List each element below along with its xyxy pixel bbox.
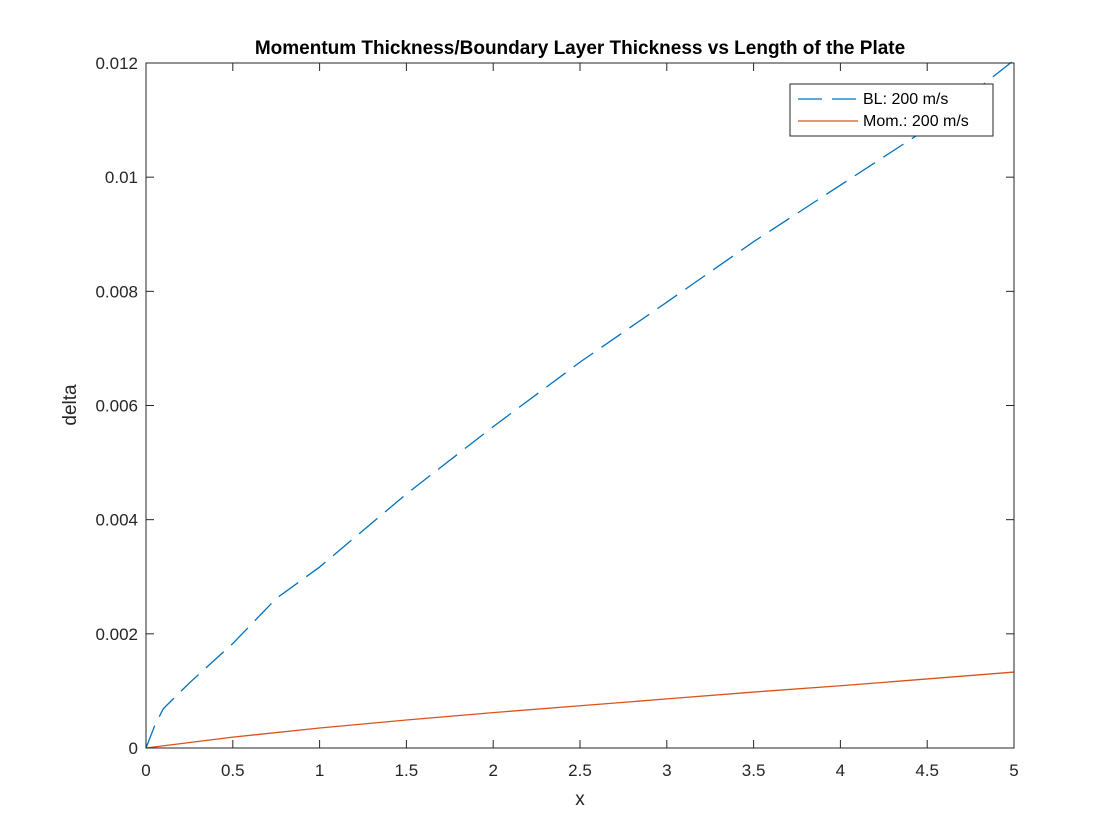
x-tick-label: 2.5 (568, 761, 592, 780)
y-tick-label: 0.012 (95, 54, 138, 73)
x-tick-label: 4.5 (915, 761, 939, 780)
y-tick-label: 0.004 (95, 511, 138, 530)
x-tick-label: 3.5 (742, 761, 766, 780)
x-tick-labels: 0 0.5 1 1.5 2 2.5 3 3.5 4 4.5 5 (141, 761, 1018, 780)
chart-title: Momentum Thickness/Boundary Layer Thickn… (255, 38, 905, 59)
x-tick-label: 3 (662, 761, 671, 780)
x-tick-label: 4 (836, 761, 845, 780)
y-tick-label: 0 (129, 739, 138, 758)
y-axis-label: delta (60, 384, 81, 426)
series-line-1 (145, 671, 1015, 749)
plot-area (146, 63, 1014, 748)
x-tick-label: 0 (141, 761, 150, 780)
x-tick-label: 0.5 (221, 761, 245, 780)
axes-box (145, 62, 1015, 749)
legend-label-mom: Mom.: 200 m/s (863, 113, 969, 130)
x-tick-label: 1 (315, 761, 324, 780)
legend-box (789, 83, 994, 137)
x-tick-label: 5 (1009, 761, 1018, 780)
y-tick-label: 0.006 (95, 397, 138, 416)
x-tick-label: 2 (488, 761, 497, 780)
legend: BL: 200 m/s Mom.: 200 m/s (789, 83, 994, 137)
y-tick-label: 0.002 (95, 625, 138, 644)
y-tick-labels: 0 0.002 0.004 0.006 0.008 0.01 0.012 (95, 54, 138, 758)
y-tick-label: 0.01 (105, 168, 138, 187)
x-axis-label: x (575, 789, 585, 810)
x-tick-label: 1.5 (395, 761, 419, 780)
series-line-0 (145, 59, 1015, 749)
y-tick-label: 0.008 (95, 282, 138, 301)
legend-label-bl: BL: 200 m/s (863, 91, 948, 108)
series-layer (145, 59, 1015, 749)
